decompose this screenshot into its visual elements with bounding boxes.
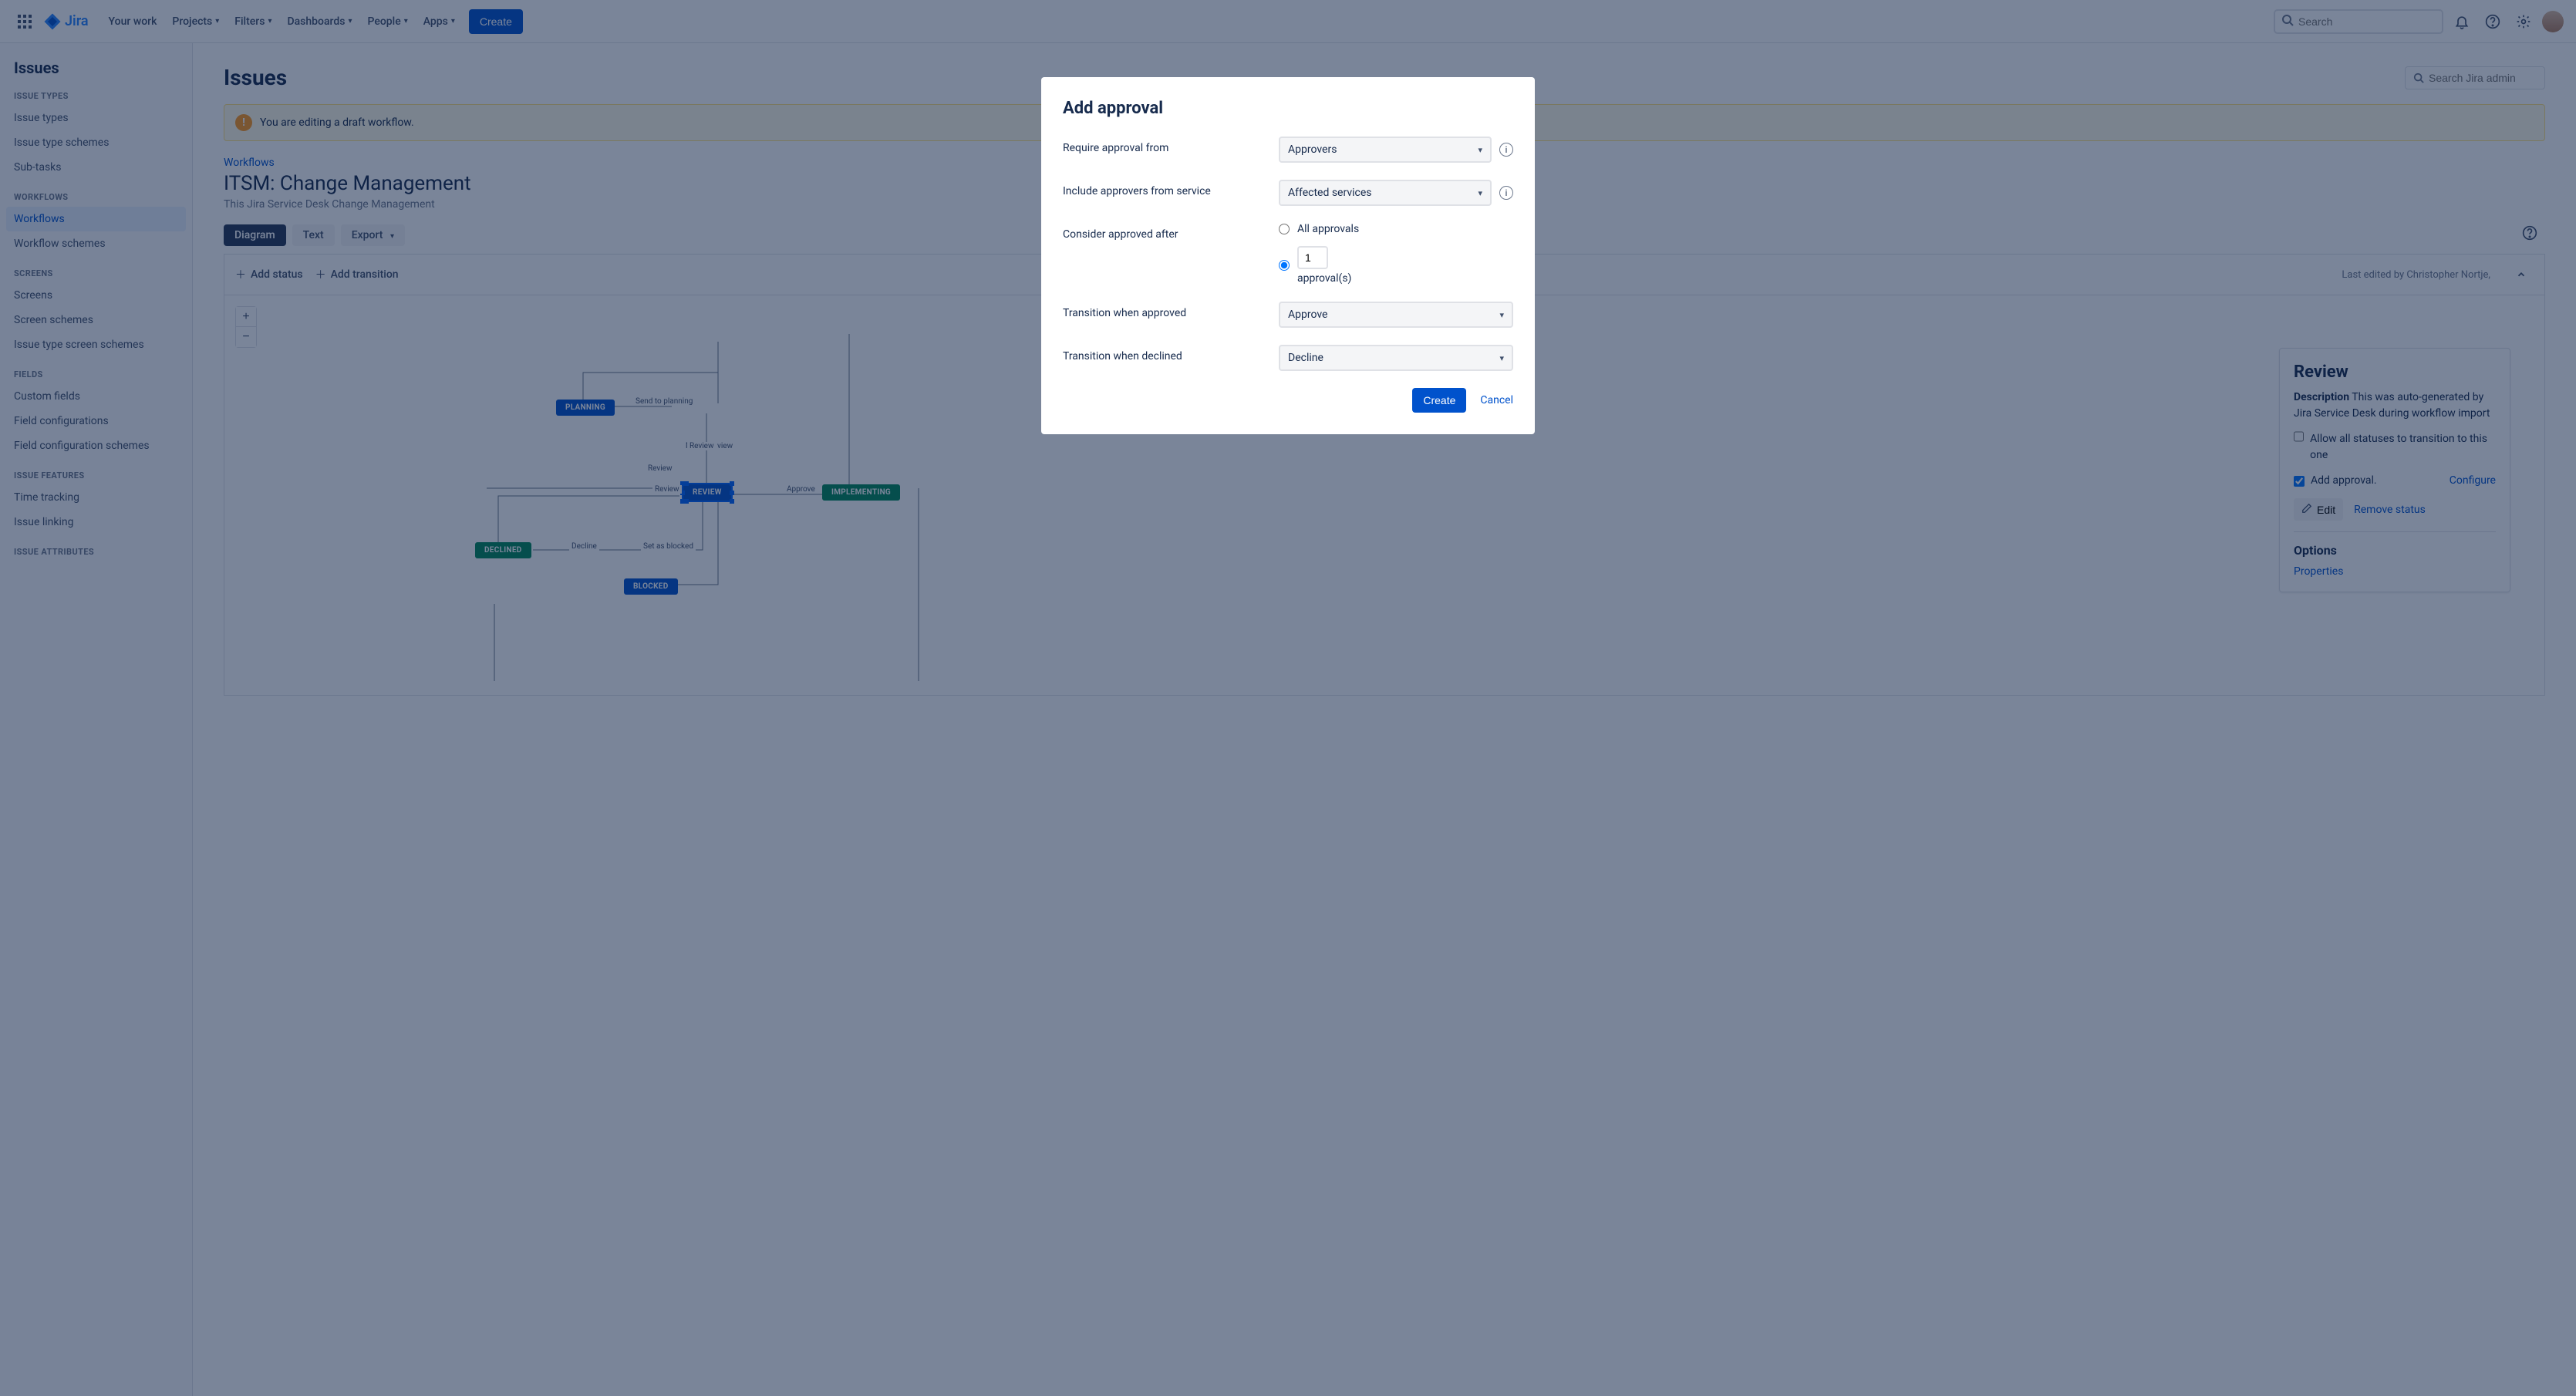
all-approvals-label: All approvals [1297, 223, 1359, 235]
chevron-down-icon: ▾ [1478, 188, 1482, 198]
transition-declined-label: Transition when declined [1063, 345, 1263, 362]
chevron-down-icon: ▾ [1499, 310, 1504, 320]
transition-declined-select[interactable]: Decline ▾ [1279, 345, 1513, 371]
consider-approved-label: Consider approved after [1063, 223, 1263, 241]
include-service-label: Include approvers from service [1063, 180, 1263, 197]
transition-approved-select[interactable]: Approve ▾ [1279, 302, 1513, 328]
modal-create-button[interactable]: Create [1412, 388, 1466, 413]
transition-approved-label: Transition when approved [1063, 302, 1263, 319]
chevron-down-icon: ▾ [1478, 145, 1482, 155]
modal-overlay[interactable]: Add approval Require approval from Appro… [0, 0, 2576, 1396]
require-from-select[interactable]: Approvers ▾ [1279, 137, 1492, 163]
add-approval-modal: Add approval Require approval from Appro… [1041, 77, 1535, 434]
info-icon[interactable]: i [1499, 143, 1513, 157]
include-service-select[interactable]: Affected services ▾ [1279, 180, 1492, 206]
modal-title: Add approval [1063, 99, 1513, 118]
n-approvals-radio[interactable] [1279, 260, 1290, 271]
require-from-label: Require approval from [1063, 137, 1263, 154]
approval-count-suffix: approval(s) [1297, 272, 1351, 285]
approval-count-input[interactable] [1297, 246, 1328, 269]
info-icon[interactable]: i [1499, 186, 1513, 200]
chevron-down-icon: ▾ [1499, 353, 1504, 363]
all-approvals-radio[interactable] [1279, 224, 1290, 234]
modal-cancel-link[interactable]: Cancel [1480, 394, 1513, 406]
